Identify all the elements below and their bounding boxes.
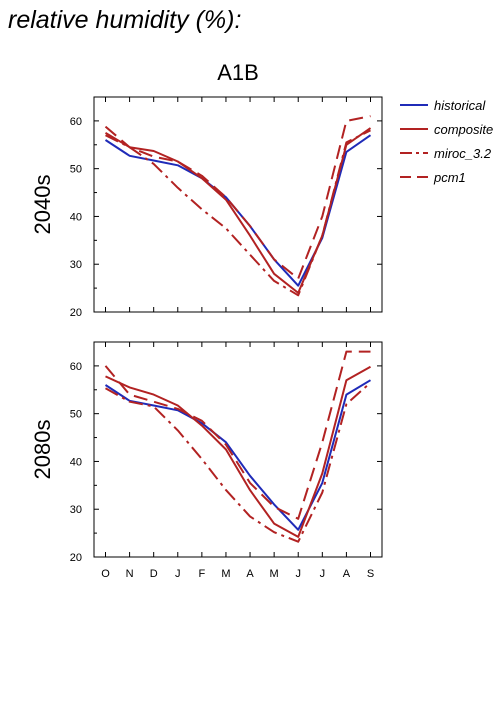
plot-frame: [93, 96, 383, 313]
legend-label: historical: [434, 98, 486, 113]
y-tick-label: 30: [70, 504, 82, 516]
x-tick-label: O: [101, 568, 110, 580]
series-line-historical: [104, 379, 372, 531]
panel-2080s: 2080s 20 30 40 50 60 O N D J F M A M J J A S: [30, 341, 383, 580]
y-tick-label: 20: [70, 307, 82, 319]
y-tick-label: 50: [70, 409, 82, 421]
x-tick-label: M: [221, 568, 230, 580]
y-tick-label: 20: [70, 552, 82, 564]
y-axis-label: 2040s: [30, 175, 55, 235]
x-tick-label: M: [270, 568, 279, 580]
legend: historical composite miroc_3.2 pcm1: [400, 98, 493, 185]
y-tick-label: 60: [70, 361, 82, 373]
x-tick-label: S: [367, 568, 374, 580]
series-line-pcm1: [104, 350, 371, 520]
y-axis-label: 2080s: [30, 420, 55, 480]
x-tick-label: D: [150, 568, 158, 580]
x-tick-label: J: [295, 568, 301, 580]
y-tick-label: 50: [70, 164, 82, 176]
series-line-pcm1: [104, 115, 371, 280]
x-tick-label: F: [198, 568, 205, 580]
legend-label: composite: [434, 122, 493, 137]
series-line-miroc-3-2: [105, 129, 371, 297]
y-tick-label: 40: [70, 211, 82, 223]
x-tick-label: A: [246, 568, 254, 580]
x-tick-label: A: [343, 568, 351, 580]
legend-label: miroc_3.2: [434, 146, 492, 161]
chart-title: A1B: [217, 60, 259, 85]
y-tick-label: 60: [70, 116, 82, 128]
series-line-miroc-3-2: [105, 381, 372, 543]
series-line-composite: [105, 365, 371, 538]
x-tick-label: J: [175, 568, 181, 580]
page-heading: relative humidity (%):: [8, 6, 242, 34]
plot-frame: [93, 341, 383, 558]
panel-2040s: A1B 2040s 20 30 40 50 60: [30, 60, 383, 319]
x-tick-label: J: [320, 568, 326, 580]
y-tick-label: 30: [70, 259, 82, 271]
x-tick-label: N: [126, 568, 134, 580]
y-tick-label: 40: [70, 456, 82, 468]
legend-label: pcm1: [433, 170, 466, 185]
